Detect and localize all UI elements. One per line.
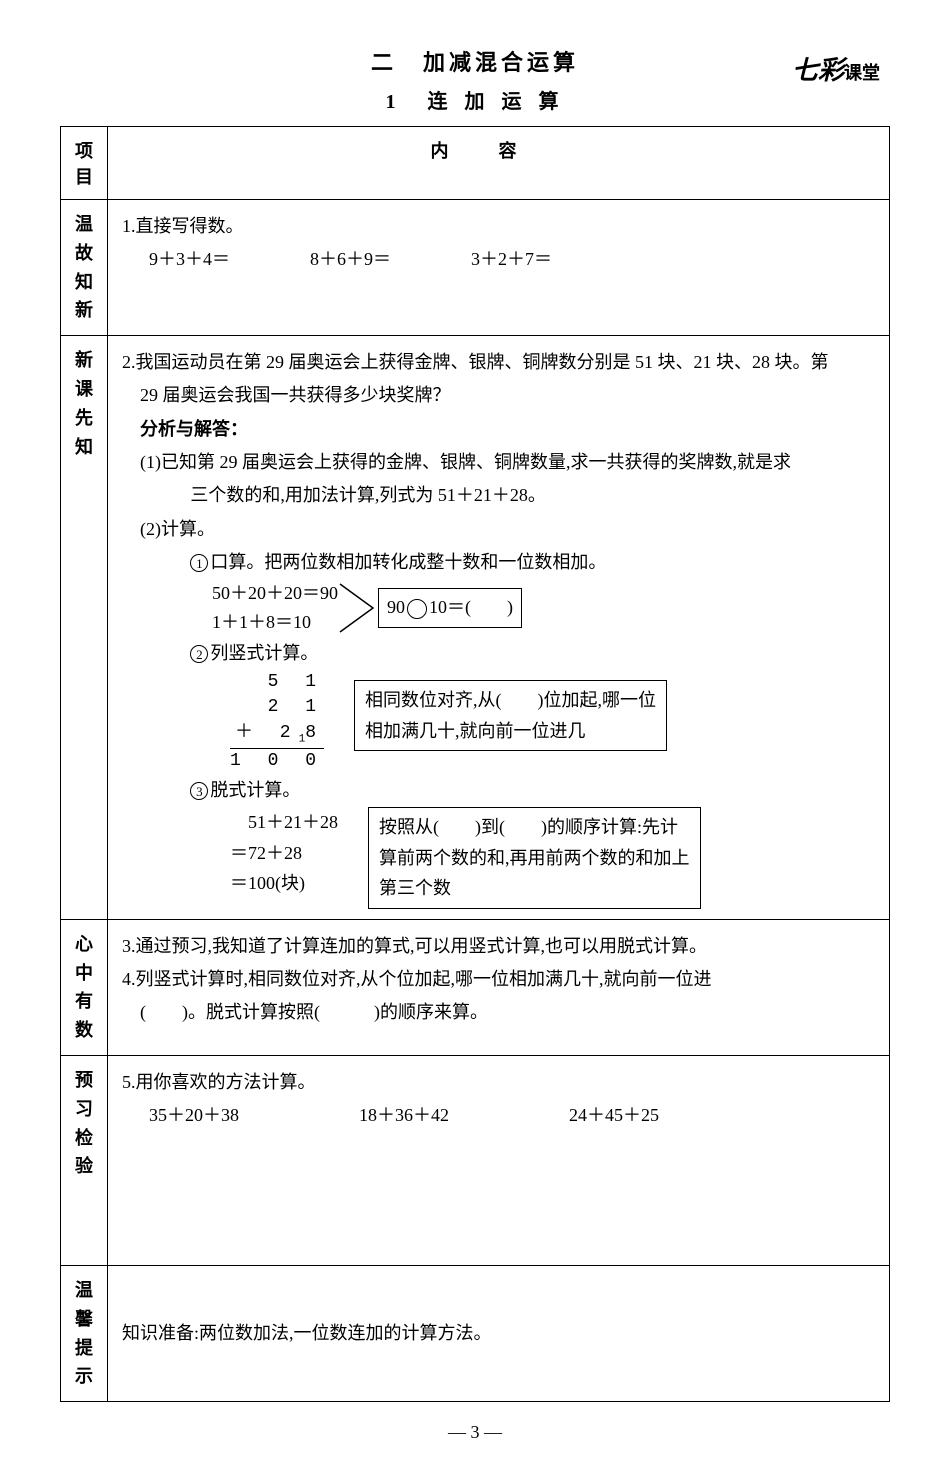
num-2-icon: 2 — [190, 645, 208, 663]
page-number: — 3 — — [60, 1422, 890, 1443]
method2-title: 2列竖式计算。 — [122, 637, 875, 670]
brand-logo: 七彩课堂 — [792, 50, 880, 87]
step-calculation: 51＋21＋28 ＝72＋28 ＝100(块) — [122, 807, 338, 899]
vcalc-n3: ＋ 218 — [230, 721, 324, 749]
m1-title-text: 口算。把两位数相加转化成整十数和一位数相加。 — [210, 552, 606, 572]
m1-result-box: 90 10＝( ) — [378, 588, 522, 627]
label-char: 习 — [75, 1095, 93, 1124]
row4-label: 预 习 检 验 — [61, 1055, 108, 1265]
m3-eq3: ＝100(块) — [230, 868, 338, 899]
tip-text: 知识准备:两位数加法,一位数连加的计算方法。 — [122, 1317, 875, 1350]
row1-label: 温 故 知 新 — [61, 200, 108, 336]
r3-t2: 4.列竖式计算时,相同数位对齐,从个位加起,哪一位相加满几十,就向前一位进 — [122, 963, 875, 996]
num-1-icon: 1 — [190, 554, 208, 572]
section-title: 1 连 加 运 算 — [60, 85, 890, 114]
m3-note1: 按照从( )到( )的顺序计算:先计 — [379, 812, 690, 843]
label-line1: 温馨 — [75, 1276, 93, 1334]
q5-eq3: 24＋45＋25 — [569, 1099, 659, 1132]
method2-block: 5 1 2 1 ＋ 218 1 0 0 相同数位对齐,从( )位加起,哪一位 相… — [122, 670, 875, 774]
vcalc-n1: 5 1 — [268, 672, 324, 692]
method1-title: 1口算。把两位数相加转化成整十数和一位数相加。 — [122, 546, 875, 579]
label-char: 中 — [75, 959, 93, 988]
m3-note2: 算前两个数的和,再用前两个数的和加上 — [379, 843, 690, 874]
vertical-calculation: 5 1 2 1 ＋ 218 1 0 0 — [230, 670, 324, 774]
row5-content: 知识准备:两位数加法,一位数连加的计算方法。 — [108, 1265, 890, 1401]
row3-content: 3.通过预习,我知道了计算连加的算式,可以用竖式计算,也可以用脱式计算。 4.列… — [108, 919, 890, 1055]
q1-eq2: 8＋6＋9＝ — [310, 243, 391, 276]
m3-note-box: 按照从( )到( )的顺序计算:先计 算前两个数的和,再用前两个数的和加上 第三… — [368, 807, 701, 909]
r3-t3: ( )。脱式计算按照( )的顺序来算。 — [122, 996, 875, 1029]
m2-note1: 相同数位对齐,从( )位加起,哪一位 — [365, 685, 656, 716]
problem-line2: 29 届奥运会我国一共获得多少块奖牌？ — [122, 379, 875, 412]
label-char: 验 — [75, 1152, 93, 1181]
q1-eq1: 9＋3＋4＝ — [149, 243, 230, 276]
q1-eq3: 3＋2＋7＝ — [471, 243, 552, 276]
m3-eq1: 51＋21＋28 — [230, 807, 338, 838]
step1a: (1)已知第 29 届奥运会上获得的金牌、银牌、铜牌数量,求一共获得的奖牌数,就… — [122, 446, 875, 479]
m2-title-text: 列竖式计算。 — [210, 643, 318, 663]
m3-note3: 第三个数 — [379, 873, 690, 904]
label-char: 新 — [75, 346, 93, 375]
q1-title: 1.直接写得数。 — [122, 210, 875, 243]
header-col2: 内容 — [108, 127, 890, 200]
r3-t1: 3.通过预习,我知道了计算连加的算式,可以用竖式计算,也可以用脱式计算。 — [122, 930, 875, 963]
header-col1: 项目 — [61, 127, 108, 200]
q5-eq2: 18＋36＋42 — [359, 1099, 449, 1132]
m2-note-box: 相同数位对齐,从( )位加起,哪一位 相加满几十,就向前一位进几 — [354, 680, 667, 751]
vcalc-result: 1 0 0 — [230, 751, 324, 771]
row1-content: 1.直接写得数。 9＋3＋4＝ 8＋6＋9＝ 3＋2＋7＝ — [108, 200, 890, 336]
row2-label: 新 课 先 知 — [61, 336, 108, 920]
label-char: 课 — [75, 375, 93, 404]
label-char: 心 — [75, 930, 93, 959]
m1-eq1: 50＋20＋20＝90 — [212, 579, 338, 608]
step2: (2)计算。 — [122, 513, 875, 546]
m1-box-b: 10＝( ) — [429, 597, 513, 617]
method3-block: 51＋21＋28 ＝72＋28 ＝100(块) 按照从( )到( )的顺序计算:… — [122, 807, 875, 909]
merge-arrow-icon — [338, 580, 378, 636]
m3-eq2: ＝72＋28 — [230, 838, 338, 869]
logo-brand: 七彩 — [792, 56, 844, 85]
label-char: 知 — [75, 268, 93, 297]
m3-title-text: 脱式计算。 — [210, 780, 300, 800]
row5-label: 温馨 提示 — [61, 1265, 108, 1401]
vcalc-plus: ＋ 2 — [235, 723, 299, 743]
m1-box-a: 90 — [387, 597, 405, 617]
circle-blank-icon — [407, 599, 427, 619]
label-line2: 提示 — [75, 1334, 93, 1392]
label-char: 先 — [75, 404, 93, 433]
label-char: 故 — [75, 239, 93, 268]
row4-content: 5.用你喜欢的方法计算。 35＋20＋38 18＋36＋42 24＋45＋25 — [108, 1055, 890, 1265]
vcalc-n2: 2 1 — [268, 697, 324, 717]
num-3-icon: 3 — [190, 782, 208, 800]
q5-eq1: 35＋20＋38 — [149, 1099, 239, 1132]
label-char: 检 — [75, 1124, 93, 1153]
m1-eq2: 1＋1＋8＝10 — [212, 608, 338, 637]
label-char: 有 — [75, 987, 93, 1016]
problem-line1: 2.我国运动员在第 29 届奥运会上获得金牌、银牌、铜牌数分别是 51 块、21… — [122, 346, 875, 379]
q5-title: 5.用你喜欢的方法计算。 — [122, 1066, 875, 1099]
method3-title: 3脱式计算。 — [122, 774, 875, 807]
logo-suffix: 课堂 — [844, 63, 880, 83]
label-char: 新 — [75, 296, 93, 325]
chapter-title: 二 加减混合运算 — [60, 45, 890, 77]
vcalc-n3b: 8 — [305, 723, 324, 743]
label-char: 预 — [75, 1066, 93, 1095]
main-table: 项目 内容 温 故 知 新 1.直接写得数。 9＋3＋4＝ 8＋6＋9＝ 3＋2… — [60, 126, 890, 1402]
row3-label: 心 中 有 数 — [61, 919, 108, 1055]
method1-calc: 50＋20＋20＝90 1＋1＋8＝10 90 10＝( ) — [122, 579, 875, 637]
row2-content: 2.我国运动员在第 29 届奥运会上获得金牌、银牌、铜牌数分别是 51 块、21… — [108, 336, 890, 920]
m2-note2: 相加满几十,就向前一位进几 — [365, 716, 656, 747]
label-char: 温 — [75, 210, 93, 239]
analysis-label: 分析与解答： — [122, 413, 875, 446]
label-char: 知 — [75, 433, 93, 462]
step1b: 三个数的和,用加法计算,列式为 51＋21＋28。 — [122, 479, 875, 512]
label-char: 数 — [75, 1016, 93, 1045]
